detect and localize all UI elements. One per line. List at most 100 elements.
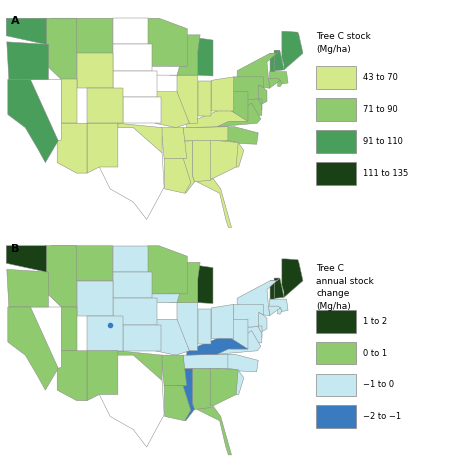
Polygon shape: [155, 92, 189, 128]
Text: 111 to 135: 111 to 135: [363, 169, 408, 178]
Polygon shape: [113, 71, 157, 97]
Polygon shape: [270, 72, 288, 84]
Polygon shape: [274, 278, 284, 301]
Polygon shape: [51, 246, 113, 281]
Polygon shape: [61, 307, 77, 351]
Polygon shape: [274, 51, 284, 73]
Polygon shape: [8, 307, 58, 390]
Text: 43 to 70: 43 to 70: [363, 73, 398, 82]
Polygon shape: [61, 80, 77, 123]
Polygon shape: [219, 139, 244, 167]
Polygon shape: [234, 304, 264, 327]
Bar: [316, 342, 356, 365]
Polygon shape: [176, 141, 194, 193]
Polygon shape: [177, 302, 198, 351]
Text: Tree C stock
(Mg/ha): Tree C stock (Mg/ha): [316, 32, 371, 54]
Polygon shape: [237, 278, 280, 316]
Polygon shape: [87, 351, 118, 401]
Text: 1 to 2: 1 to 2: [363, 317, 387, 326]
Polygon shape: [113, 18, 148, 45]
Polygon shape: [161, 128, 187, 158]
Polygon shape: [198, 309, 211, 344]
Polygon shape: [151, 294, 180, 302]
Polygon shape: [268, 306, 280, 316]
Polygon shape: [270, 278, 280, 301]
Polygon shape: [151, 66, 180, 75]
Polygon shape: [30, 307, 61, 368]
Polygon shape: [211, 77, 234, 111]
Polygon shape: [148, 246, 187, 294]
Polygon shape: [223, 319, 248, 349]
Polygon shape: [100, 355, 164, 447]
Polygon shape: [87, 123, 118, 173]
Polygon shape: [268, 79, 280, 88]
Polygon shape: [192, 141, 210, 182]
Polygon shape: [45, 18, 77, 80]
Polygon shape: [6, 246, 46, 272]
Polygon shape: [182, 36, 213, 76]
Polygon shape: [197, 403, 231, 455]
Polygon shape: [113, 272, 152, 298]
Polygon shape: [239, 326, 262, 343]
Polygon shape: [176, 368, 194, 421]
Polygon shape: [183, 354, 228, 368]
Polygon shape: [270, 51, 280, 73]
Polygon shape: [237, 51, 280, 88]
Polygon shape: [197, 176, 231, 228]
Polygon shape: [211, 304, 234, 338]
Polygon shape: [170, 263, 200, 302]
Polygon shape: [118, 123, 162, 153]
Polygon shape: [7, 42, 48, 80]
Polygon shape: [6, 18, 46, 45]
Polygon shape: [259, 312, 267, 333]
Polygon shape: [161, 355, 187, 386]
Polygon shape: [164, 158, 191, 193]
Bar: [316, 310, 356, 333]
Polygon shape: [214, 354, 258, 372]
Bar: [316, 130, 356, 153]
Polygon shape: [278, 80, 282, 86]
Polygon shape: [207, 141, 238, 178]
Polygon shape: [217, 331, 261, 354]
Text: B: B: [11, 244, 19, 254]
Polygon shape: [258, 99, 262, 110]
Polygon shape: [87, 316, 123, 351]
Polygon shape: [217, 103, 261, 127]
Polygon shape: [113, 45, 152, 71]
Polygon shape: [182, 263, 213, 303]
Polygon shape: [259, 85, 267, 106]
Polygon shape: [177, 75, 198, 123]
Polygon shape: [183, 127, 228, 141]
Text: A: A: [11, 16, 19, 26]
Polygon shape: [30, 80, 61, 141]
Polygon shape: [270, 299, 288, 311]
Polygon shape: [8, 80, 58, 163]
Bar: [316, 98, 356, 121]
Polygon shape: [148, 18, 187, 66]
Polygon shape: [51, 18, 113, 53]
Text: 91 to 110: 91 to 110: [363, 137, 403, 146]
Text: 71 to 90: 71 to 90: [363, 105, 398, 114]
Bar: [316, 374, 356, 396]
Polygon shape: [282, 31, 303, 70]
Polygon shape: [113, 298, 157, 325]
Polygon shape: [258, 326, 262, 337]
Polygon shape: [219, 366, 244, 394]
Polygon shape: [223, 92, 248, 121]
Polygon shape: [57, 351, 87, 401]
Polygon shape: [234, 77, 264, 100]
Bar: [316, 162, 356, 185]
Text: −1 to 0: −1 to 0: [363, 381, 394, 389]
Polygon shape: [113, 246, 148, 272]
Bar: [316, 66, 356, 89]
Text: 0 to 1: 0 to 1: [363, 348, 387, 357]
Polygon shape: [57, 123, 87, 173]
Polygon shape: [87, 88, 123, 123]
Polygon shape: [7, 269, 48, 307]
Polygon shape: [207, 368, 238, 406]
Polygon shape: [282, 259, 303, 297]
Polygon shape: [187, 108, 248, 128]
Polygon shape: [192, 368, 210, 410]
Polygon shape: [118, 351, 162, 381]
Polygon shape: [45, 246, 77, 307]
